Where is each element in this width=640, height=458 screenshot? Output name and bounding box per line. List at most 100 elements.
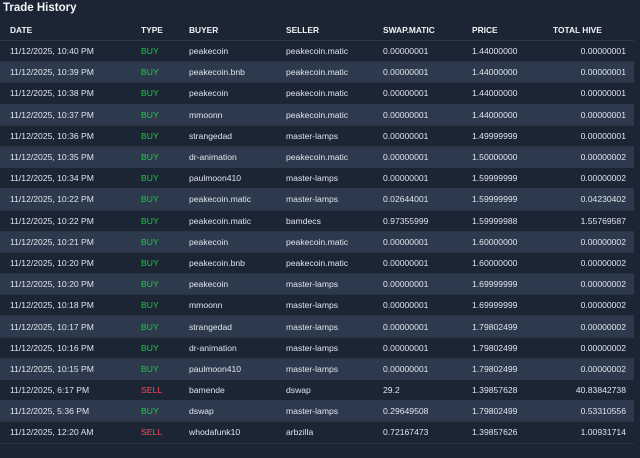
cell-price: 1.39857628 [472, 379, 553, 402]
cell-date: 11/12/2025, 6:17 PM [0, 379, 141, 402]
cell-amount: 0.72167473 [383, 421, 472, 444]
table-row: 11/12/2025, 10:15 PM BUY paulmoon410 master… [0, 358, 634, 381]
cell-amount: 0.00000001 [383, 61, 472, 84]
cell-date: 11/12/2025, 10:37 PM [0, 104, 141, 126]
cell-buyer: peakecoin [189, 231, 286, 253]
cell-seller: bamdecs [286, 210, 383, 232]
cell-amount: 0.00000001 [383, 82, 472, 105]
cell-price: 1.44000000 [472, 61, 553, 84]
cell-type: SELL [141, 421, 189, 444]
cell-buyer: peakecoin [189, 273, 286, 296]
cell-amount: 0.00000001 [383, 146, 472, 169]
cell-date: 11/12/2025, 10:34 PM [0, 167, 141, 190]
cell-seller: peakecoin.matic [286, 40, 383, 63]
cell-seller: master-lamps [286, 294, 383, 317]
column-header-seller[interactable]: SELLER [286, 19, 383, 41]
cell-date: 11/12/2025, 10:16 PM [0, 337, 141, 359]
cell-buyer: bamende [189, 379, 286, 402]
cell-seller: master-lamps [286, 358, 383, 381]
cell-type: BUY [141, 40, 189, 63]
cell-price: 1.39857626 [472, 421, 553, 444]
cell-amount: 0.29649508 [383, 400, 472, 423]
cell-price: 1.50000000 [472, 146, 553, 169]
cell-amount: 0.97355999 [383, 210, 472, 232]
table-row: 11/12/2025, 10:22 PM BUY peakecoin.matic ba… [0, 210, 634, 232]
cell-seller: master-lamps [286, 125, 383, 147]
table-row: 11/12/2025, 10:16 PM BUY dr-animation maste… [0, 337, 634, 359]
table-row: 11/12/2025, 10:35 PM BUY dr-animation peake… [0, 146, 634, 169]
table-row: 11/12/2025, 10:18 PM BUY mmoonn master-lamp… [0, 294, 634, 317]
cell-type: BUY [141, 125, 189, 147]
cell-price: 1.79802499 [472, 358, 553, 381]
cell-amount: 0.00000001 [383, 252, 472, 275]
cell-price: 1.59999999 [472, 167, 553, 190]
trade-rows: 11/12/2025, 10:40 PM BUY peakecoin peakecoi… [0, 40, 634, 444]
cell-type: SELL [141, 379, 189, 402]
table-row: 11/12/2025, 10:38 PM BUY peakecoin peakecoi… [0, 82, 634, 105]
panel-title: Trade History [3, 2, 77, 14]
cell-seller: master-lamps [286, 167, 383, 190]
cell-amount: 29.2 [383, 379, 472, 402]
cell-price: 1.44000000 [472, 104, 553, 126]
cell-buyer: dr-animation [189, 337, 286, 359]
cell-date: 11/12/2025, 10:17 PM [0, 315, 141, 338]
cell-date: 11/12/2025, 10:35 PM [0, 146, 141, 169]
cell-buyer: peakecoin.matic [189, 188, 286, 211]
column-header-buyer[interactable]: BUYER [189, 19, 286, 41]
cell-total: 0.00000002 [553, 273, 634, 296]
cell-price: 1.69999999 [472, 294, 553, 317]
cell-date: 11/12/2025, 5:36 PM [0, 400, 141, 423]
cell-date: 11/12/2025, 10:21 PM [0, 231, 141, 253]
cell-price: 1.59999999 [472, 188, 553, 211]
cell-buyer: peakecoin.bnb [189, 252, 286, 275]
cell-price: 1.79802499 [472, 400, 553, 423]
cell-amount: 0.00000001 [383, 104, 472, 126]
cell-seller: peakecoin.matic [286, 61, 383, 84]
cell-total: 0.00000002 [553, 358, 634, 381]
cell-price: 1.69999999 [472, 273, 553, 296]
cell-seller: peakecoin.matic [286, 231, 383, 253]
cell-amount: 0.00000001 [383, 294, 472, 317]
cell-total: 1.00931714 [553, 421, 634, 444]
cell-seller: master-lamps [286, 273, 383, 296]
cell-amount: 0.00000001 [383, 167, 472, 190]
cell-total: 0.53310556 [553, 400, 634, 423]
column-header-date[interactable]: DATE [0, 19, 141, 41]
cell-total: 0.00000002 [553, 231, 634, 253]
cell-buyer: peakecoin [189, 40, 286, 63]
cell-seller: peakecoin.matic [286, 252, 383, 275]
cell-total: 0.04230402 [553, 188, 634, 211]
cell-type: BUY [141, 294, 189, 317]
column-header-total[interactable]: TOTAL HIVE [553, 19, 634, 41]
cell-price: 1.59999988 [472, 210, 553, 232]
cell-type: BUY [141, 358, 189, 381]
cell-total: 0.00000001 [553, 40, 634, 63]
cell-seller: master-lamps [286, 337, 383, 359]
cell-seller: dswap [286, 379, 383, 402]
cell-buyer: peakecoin.matic [189, 210, 286, 232]
trade-history-table: DATE TYPE BUYER SELLER SWAP.MATIC PRICE … [0, 19, 634, 444]
table-row: 11/12/2025, 10:22 PM BUY peakecoin.matic ma… [0, 188, 634, 211]
cell-date: 11/12/2025, 12:20 AM [0, 421, 141, 444]
cell-date: 11/12/2025, 10:22 PM [0, 188, 141, 211]
cell-total: 0.00000002 [553, 337, 634, 359]
cell-price: 1.79802499 [472, 315, 553, 338]
cell-amount: 0.00000001 [383, 273, 472, 296]
cell-buyer: peakecoin.bnb [189, 61, 286, 84]
cell-type: BUY [141, 210, 189, 232]
cell-date: 11/12/2025, 10:20 PM [0, 252, 141, 275]
cell-type: BUY [141, 315, 189, 338]
cell-type: BUY [141, 188, 189, 211]
cell-date: 11/12/2025, 10:39 PM [0, 61, 141, 84]
cell-date: 11/12/2025, 10:22 PM [0, 210, 141, 232]
cell-amount: 0.00000001 [383, 40, 472, 63]
column-header-amount[interactable]: SWAP.MATIC [383, 19, 472, 41]
table-row: 11/12/2025, 10:20 PM BUY peakecoin master-l… [0, 273, 634, 296]
cell-type: BUY [141, 104, 189, 126]
column-header-type[interactable]: TYPE [141, 19, 189, 41]
cell-buyer: paulmoon410 [189, 358, 286, 381]
cell-seller: master-lamps [286, 400, 383, 423]
cell-price: 1.44000000 [472, 40, 553, 63]
column-header-price[interactable]: PRICE [472, 19, 553, 41]
